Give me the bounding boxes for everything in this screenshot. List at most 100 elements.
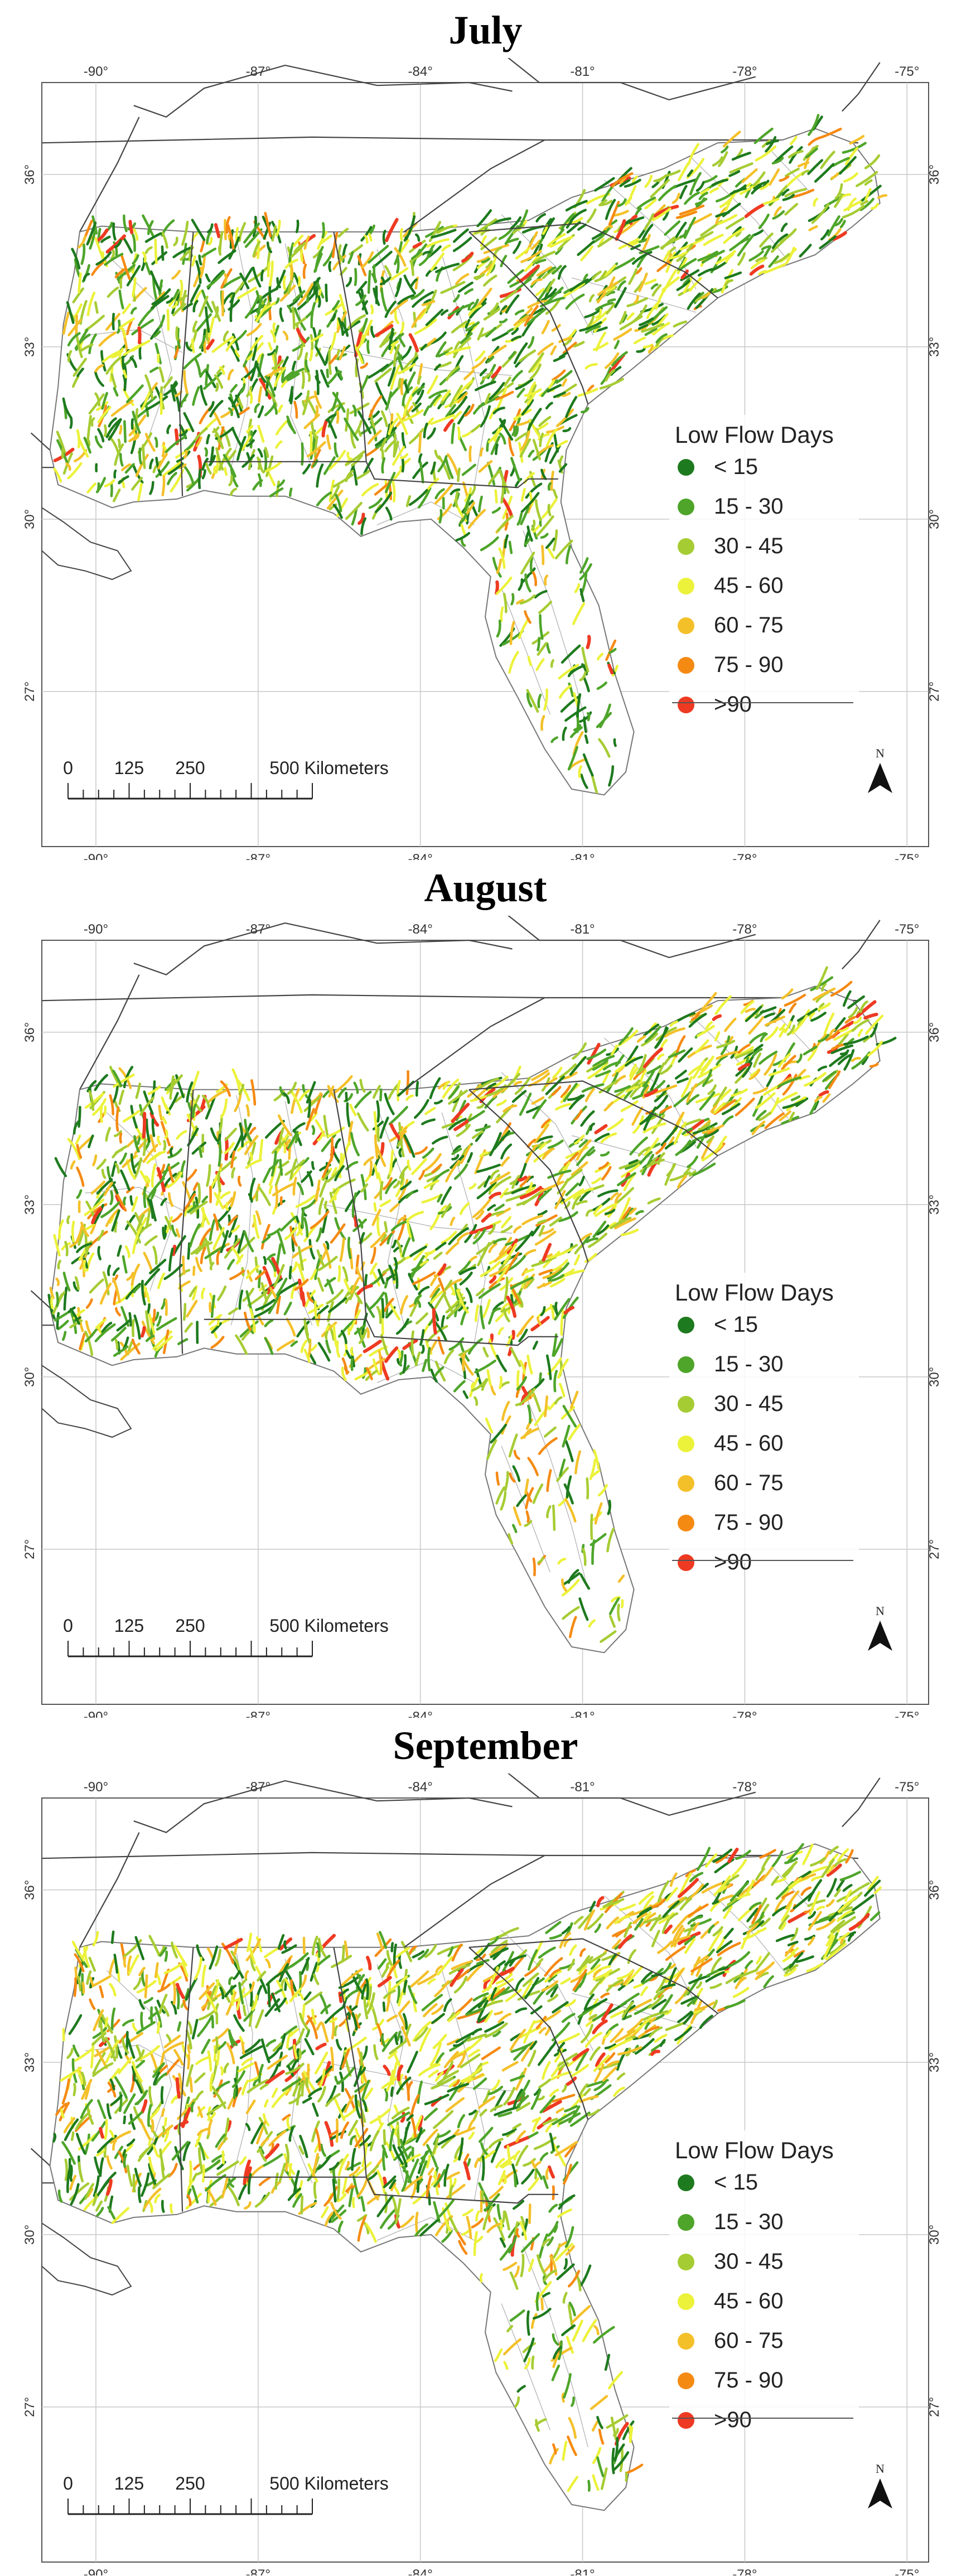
stream-segment: [551, 1086, 562, 1096]
stream-segment: [191, 1141, 207, 1155]
stream-segment: [683, 276, 693, 294]
stream-segment: [381, 1268, 390, 1274]
stream-segment: [206, 223, 214, 234]
stream-segment: [223, 2062, 229, 2074]
stream-segment: [211, 1322, 222, 1334]
stream-segment: [467, 509, 486, 529]
stream-segment: [488, 1243, 497, 1253]
scale-label: 125: [114, 758, 144, 778]
stream-segment: [373, 264, 378, 283]
stream-segment: [376, 1932, 384, 1950]
stream-segment: [244, 1118, 252, 1142]
stream-segment: [394, 310, 400, 325]
stream-segment: [607, 1118, 624, 1131]
stream-segment: [136, 2021, 156, 2034]
stream-segment: [511, 1175, 520, 1189]
stream-segment: [339, 2047, 347, 2070]
stream-segment: [433, 1099, 443, 1105]
stream-segment: [721, 269, 734, 294]
stream-segment: [538, 2078, 552, 2089]
stream-segment: [496, 1264, 510, 1283]
stream-segment: [186, 1081, 194, 1103]
stream-segment: [144, 1175, 150, 1184]
stream-segment: [335, 2038, 342, 2051]
stream-segment: [547, 266, 557, 273]
stream-segment: [457, 1232, 470, 1242]
lon-tick-top: -90°: [84, 922, 108, 937]
stream-segment: [460, 1353, 474, 1376]
stream-segment: [122, 374, 127, 392]
stream-segment: [644, 2026, 660, 2033]
stream-segment: [230, 384, 238, 393]
stream-segment: [500, 1301, 511, 1311]
stream-segment: [372, 1271, 381, 1287]
stream-segment: [108, 417, 117, 428]
stream-segment: [319, 1179, 328, 1198]
stream-segment: [411, 1158, 427, 1176]
stream-segment: [393, 1180, 400, 1189]
stream-segment: [89, 1278, 104, 1294]
stream-segment: [482, 2090, 491, 2104]
stream-segment: [98, 331, 117, 347]
stream-segment: [684, 191, 701, 205]
stream-segment: [661, 334, 674, 341]
stream-segment: [218, 230, 224, 254]
stream-segment: [486, 254, 497, 277]
stream-segment: [390, 267, 409, 281]
stream-segment: [425, 267, 438, 277]
stream-segment: [864, 154, 881, 170]
stream-segment: [843, 1049, 855, 1071]
stream-segment: [529, 567, 536, 575]
stream-segment: [170, 380, 177, 390]
stream-segment: [545, 1984, 559, 1995]
stream-segment: [394, 278, 402, 297]
stream-segment: [663, 250, 671, 262]
stream-segment: [382, 229, 387, 245]
stream-segment: [302, 1199, 316, 1210]
stream-segment: [308, 277, 321, 296]
stream-segment: [261, 1235, 271, 1244]
stream-segment: [313, 1973, 320, 1985]
stream-segment: [355, 1254, 360, 1275]
stream-segment: [584, 734, 589, 744]
stream-segment: [800, 1886, 812, 1896]
stream-segment: [595, 301, 614, 311]
stream-segment: [244, 1135, 259, 1156]
stream-segment: [85, 1240, 93, 1256]
stream-segment: [468, 302, 487, 319]
stream-segment: [138, 447, 142, 465]
stream-segment: [144, 1268, 161, 1286]
stream-segment: [284, 1226, 298, 1240]
stream-segment: [760, 1006, 777, 1014]
stream-segment: [568, 664, 587, 676]
stream-segment: [505, 1988, 522, 2003]
stream-segment: [113, 387, 119, 397]
stream-segment: [489, 1277, 505, 1289]
stream-segment: [422, 1359, 428, 1372]
stream-segment: [349, 1248, 354, 1270]
stream-segment: [600, 366, 612, 385]
stream-segment: [563, 1082, 578, 1103]
stream-segment: [162, 2005, 170, 2017]
legend-label: < 15: [714, 455, 758, 479]
stream-segment: [281, 380, 288, 388]
stream-segment: [638, 238, 649, 244]
stream-segment: [520, 2041, 535, 2062]
stream-segment: [613, 340, 620, 350]
stream-segment: [393, 344, 400, 367]
legend-swatch: [678, 1317, 694, 1333]
stream-segment: [412, 461, 428, 480]
stream-segment: [599, 378, 625, 390]
stream-segment: [493, 2217, 505, 2241]
stream-segment: [513, 2046, 528, 2061]
stream-segment: [110, 1930, 115, 1944]
stream-segment: [294, 392, 303, 400]
stream-segment: [731, 1859, 747, 1877]
stream-segment: [331, 231, 339, 259]
stream-segment: [516, 1325, 525, 1337]
stream-segment: [605, 199, 616, 220]
stream-segment: [110, 373, 117, 389]
stream-segment: [209, 1186, 212, 1204]
stream-segment: [454, 380, 474, 400]
stream-segment: [73, 1120, 80, 1135]
